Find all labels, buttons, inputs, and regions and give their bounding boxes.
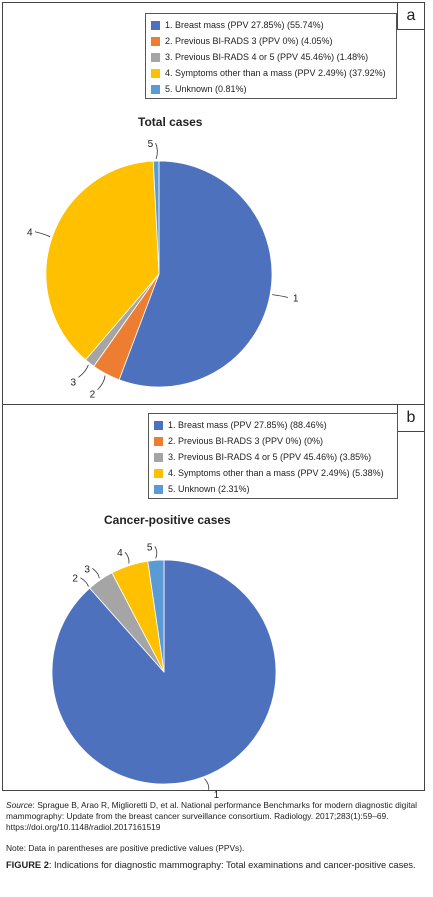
- leader-line: [34, 231, 51, 238]
- legend-label: 5. Unknown (0.81%): [165, 84, 247, 94]
- legend-swatch: [154, 468, 163, 478]
- leader-line: [92, 567, 100, 579]
- legend-item: 2. Previous BI-RADS 3 (PPV 0%) (4.05%): [151, 33, 391, 49]
- legend-label: 2. Previous BI-RADS 3 (PPV 0%) (4.05%): [165, 36, 333, 46]
- leader-line: [155, 142, 158, 160]
- slice-label: 3: [71, 377, 77, 388]
- figure-caption: FIGURE 2: Indications for diagnostic mam…: [6, 859, 426, 871]
- pie-chart-a: 1 2 3 4 5: [27, 139, 299, 401]
- slice-label: 1: [214, 790, 220, 801]
- legend-swatch: [151, 52, 160, 62]
- leader-line: [80, 577, 89, 587]
- legend-label: 3. Previous BI-RADS 4 or 5 (PPV 45.46%) …: [165, 52, 369, 62]
- pie-slice: [118, 160, 273, 388]
- panel-label-b: b: [397, 404, 425, 432]
- legend-item: 5. Unknown (2.31%): [154, 481, 392, 497]
- source-citation: Source: Sprague B, Arao R, Miglioretti D…: [6, 800, 426, 833]
- legend-swatch: [151, 68, 160, 78]
- legend-item: 3. Previous BI-RADS 4 or 5 (PPV 45.46%) …: [154, 449, 392, 465]
- panel-b: b 1. Breast mass (PPV 27.85%) (88.46%) 2…: [2, 404, 425, 801]
- slice-label: 3: [84, 564, 90, 575]
- slice-label: 5: [148, 139, 154, 150]
- legend-swatch: [154, 484, 163, 494]
- legend-swatch: [151, 20, 160, 30]
- legend-a: 1. Breast mass (PPV 27.85%) (55.74%) 2. …: [145, 13, 397, 99]
- legend-label: 4. Symptoms other than a mass (PPV 2.49%…: [168, 468, 384, 478]
- pie-slice: [152, 160, 160, 275]
- slice-label: 4: [27, 228, 33, 239]
- legend-swatch: [154, 420, 163, 430]
- legend-item: 1. Breast mass (PPV 27.85%) (88.46%): [154, 417, 392, 433]
- chart-title-a: Total cases: [138, 115, 203, 129]
- legend-label: 3. Previous BI-RADS 4 or 5 (PPV 45.46%) …: [168, 452, 372, 462]
- source-label: Source: [6, 800, 33, 810]
- panel-a: a 1. Breast mass (PPV 27.85%) (55.74%) 2…: [2, 2, 425, 405]
- legend-swatch: [151, 84, 160, 94]
- leader-line: [272, 294, 288, 298]
- slice-label: 1: [293, 293, 299, 304]
- figure-label: FIGURE 2: [6, 860, 49, 870]
- chart-title-b: Cancer-positive cases: [104, 513, 231, 527]
- legend-label: 1. Breast mass (PPV 27.85%) (88.46%): [168, 420, 327, 430]
- slice-label: 4: [117, 548, 123, 559]
- legend-swatch: [154, 452, 163, 462]
- leader-line: [204, 778, 210, 790]
- leader-line: [124, 551, 130, 564]
- legend-label: 5. Unknown (2.31%): [168, 484, 250, 494]
- leader-line: [154, 546, 158, 559]
- legend-item: 3. Previous BI-RADS 4 or 5 (PPV 45.46%) …: [151, 49, 391, 65]
- pie-slice: [147, 559, 165, 673]
- legend-item: 1. Breast mass (PPV 27.85%) (55.74%): [151, 17, 391, 33]
- panel-label-a: a: [397, 2, 425, 30]
- leader-line: [97, 375, 106, 390]
- slice-label: 5: [147, 542, 153, 553]
- leader-line: [78, 364, 89, 378]
- data-note: Note: Data in parentheses are positive p…: [6, 843, 245, 853]
- legend-swatch: [154, 436, 163, 446]
- legend-item: 5. Unknown (0.81%): [151, 81, 391, 97]
- legend-item: 4. Symptoms other than a mass (PPV 2.49%…: [151, 65, 391, 81]
- legend-item: 4. Symptoms other than a mass (PPV 2.49%…: [154, 465, 392, 481]
- legend-label: 1. Breast mass (PPV 27.85%) (55.74%): [165, 20, 324, 30]
- pie-slice: [45, 160, 160, 361]
- legend-label: 4. Symptoms other than a mass (PPV 2.49%…: [165, 68, 386, 78]
- legend-swatch: [151, 36, 160, 46]
- legend-label: 2. Previous BI-RADS 3 (PPV 0%) (0%): [168, 436, 324, 446]
- legend-item: 2. Previous BI-RADS 3 (PPV 0%) (0%): [154, 433, 392, 449]
- slice-label: 2: [90, 390, 96, 401]
- source-text: : Sprague B, Arao R, Miglioretti D, et a…: [6, 800, 418, 832]
- legend-b: 1. Breast mass (PPV 27.85%) (88.46%) 2. …: [148, 413, 398, 499]
- figure-caption-text: : Indications for diagnostic mammography…: [48, 860, 416, 870]
- slice-label: 2: [72, 574, 78, 585]
